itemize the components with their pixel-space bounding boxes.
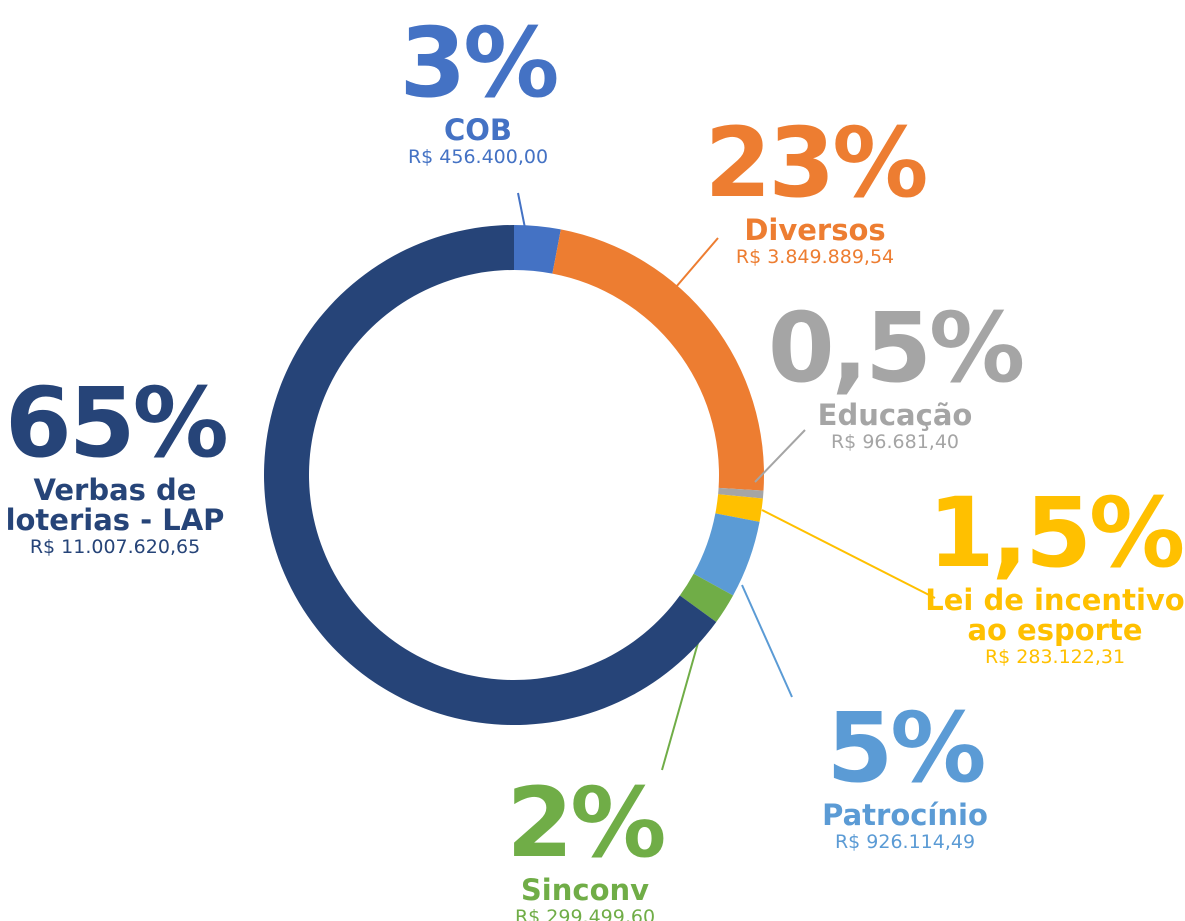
segment-label: 1,5% Lei de incentivo ao esporte R$ 283.12… <box>925 485 1185 669</box>
amount-label: R$ 3.849.889,54 <box>735 246 895 268</box>
category-label: COB <box>443 113 513 147</box>
category-label: Educação <box>817 398 973 432</box>
amount-label: R$ 11.007.620,65 <box>29 536 201 558</box>
donut-segment <box>679 573 734 622</box>
amount-label: R$ 456.400,00 <box>407 146 549 168</box>
segment-label: 23% Diversos R$ 3.849.889,54 <box>685 115 945 269</box>
category-label: Sinconv <box>520 873 650 907</box>
amount-label: R$ 926.114,49 <box>834 831 976 853</box>
percent-label: 3% <box>399 7 560 119</box>
percent-label: 1,5% <box>927 477 1185 589</box>
donut-segment <box>693 513 760 596</box>
leader-line <box>517 192 526 229</box>
segment-label: 3% COB R$ 456.400,00 <box>318 15 638 169</box>
percent-label: 5% <box>826 692 987 804</box>
donut-segment <box>514 225 561 274</box>
category-label: Diversos <box>744 213 886 247</box>
percent-label: 23% <box>704 107 929 219</box>
amount-label: R$ 299.499,60 <box>514 906 656 921</box>
segment-label: 5% Patrocínio R$ 926.114,49 <box>775 700 1035 854</box>
donut-segment <box>715 494 763 522</box>
category-label: Verbas de loterias - LAP <box>5 473 225 537</box>
leader-line <box>675 237 719 288</box>
leader-line <box>754 429 806 483</box>
donut-segment <box>552 229 764 491</box>
amount-label: R$ 96.681,40 <box>830 431 960 453</box>
percent-label: 0,5% <box>767 292 1025 404</box>
segment-label: 2% Sinconv R$ 299.499,60 <box>455 775 715 921</box>
percent-label: 2% <box>506 767 667 879</box>
leader-line <box>761 509 936 599</box>
percent-label: 65% <box>5 367 229 479</box>
segment-label: 0,5% Educação R$ 96.681,40 <box>765 300 1025 454</box>
leader-line <box>741 584 793 698</box>
amount-label: R$ 283.122,31 <box>984 646 1126 668</box>
donut-segment <box>718 487 764 499</box>
segment-label: 65% Verbas de loterias - LAP R$ 11.007.620… <box>5 367 229 559</box>
category-label: Patrocínio <box>822 798 988 832</box>
category-label: Lei de incentivo ao esporte <box>925 583 1185 647</box>
